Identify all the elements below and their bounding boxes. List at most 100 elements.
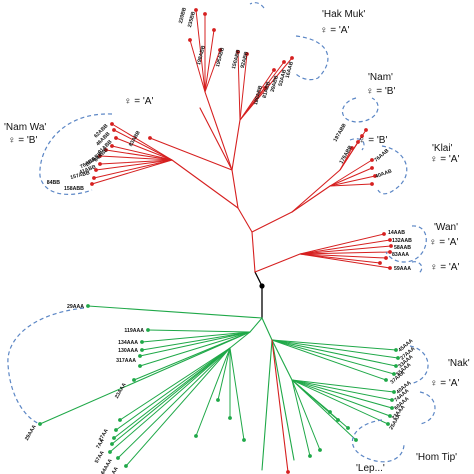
leaf-label: 16AAB [285, 61, 295, 79]
branch [229, 331, 251, 349]
branch [291, 379, 349, 429]
branch [291, 379, 391, 417]
leaf-label: 81ABB [262, 81, 272, 99]
group-nak: 'Nak' ♀ = 'A' [430, 358, 470, 389]
leaf-node [212, 28, 216, 32]
group-name: 'Nam Wa' [4, 122, 46, 133]
branch [147, 329, 251, 333]
leaf-label: 27AA [98, 428, 110, 443]
leaf-node [392, 390, 396, 394]
branch [204, 49, 221, 93]
group-name: 'Hom Tip' [416, 452, 457, 463]
leaf-node [370, 166, 374, 170]
branch [99, 155, 173, 161]
branch [271, 339, 387, 381]
group-bracket [411, 261, 423, 275]
group-nam: 'Nam' ♀ = 'B' [366, 72, 395, 97]
leaf-node [218, 48, 222, 52]
branch [291, 379, 393, 401]
branch [291, 379, 395, 393]
branch [329, 159, 373, 187]
branch [139, 331, 251, 357]
leaf-node [384, 378, 388, 382]
leaf-node [140, 348, 144, 352]
leaf-node [90, 182, 94, 186]
leaf-node [308, 454, 312, 458]
branch [39, 331, 251, 425]
group-bracket [249, 2, 265, 9]
branch [231, 119, 241, 171]
branch [125, 347, 231, 467]
branch [95, 159, 173, 171]
branch [261, 339, 273, 471]
leaf-node [382, 232, 386, 236]
group-name: 'Nak' [448, 358, 470, 369]
group-hom-tip: 'Hom Tip' [416, 452, 457, 463]
branch [329, 175, 376, 187]
branch [115, 137, 173, 161]
leaf-node [112, 436, 116, 440]
group-lep: 'Lep...' [356, 463, 385, 474]
leaf-node [194, 8, 198, 12]
branch [271, 339, 295, 461]
leaf-node [370, 182, 374, 186]
branch [195, 347, 231, 437]
group-mother: ♀ = 'A' [430, 154, 459, 165]
leaf-label: 29AAA [24, 424, 38, 442]
leaf-label: 198ABB [196, 45, 207, 66]
leaf-node [112, 128, 116, 132]
leaf-node [282, 60, 286, 64]
leaf-label: 157ABB [70, 170, 91, 181]
leaf-node [92, 176, 96, 180]
leaf-node [216, 398, 220, 402]
leaf-node [378, 261, 382, 265]
leaf-node [396, 356, 400, 360]
leaf-node [394, 364, 398, 368]
group-bracket [351, 419, 405, 463]
leaf-label: 84BB [47, 180, 61, 186]
branch [299, 233, 385, 255]
branch [299, 253, 381, 264]
branch [149, 137, 233, 171]
leaf-label: 197ABB [333, 123, 348, 143]
leaf-node [392, 372, 396, 376]
group-name: 'Wan' [434, 222, 458, 233]
leaf-node [194, 434, 198, 438]
branch [117, 347, 231, 459]
branch [291, 379, 321, 451]
branch [271, 339, 397, 367]
leaf-label: 119AAA [124, 328, 144, 334]
leaf-node [388, 414, 392, 418]
branch [119, 347, 231, 421]
leaf-label: 39ABB [270, 75, 280, 93]
leaf-label: 180ABB [253, 85, 264, 106]
branch [261, 317, 273, 341]
branch [271, 339, 399, 359]
leaf-label: 76AAB [373, 148, 390, 164]
leaf-label: 220BB [178, 7, 188, 24]
leaf-node [203, 12, 207, 16]
branch [239, 57, 293, 121]
branch [217, 347, 231, 401]
tree-branches [38, 8, 400, 474]
branch [339, 129, 367, 171]
group-unnamed-c: ♀ = 'A' [430, 262, 459, 273]
leaf-label: 40AAB [375, 168, 393, 180]
branch [111, 145, 173, 161]
branch [113, 129, 173, 161]
branch [239, 53, 248, 121]
leaf-node [228, 416, 232, 420]
branch [299, 253, 387, 259]
leaf-label: 24AAA [106, 466, 120, 474]
leaf-node [110, 442, 114, 446]
leaf-node [386, 422, 390, 426]
leaf-node [104, 148, 108, 152]
leaf-node [388, 238, 392, 242]
leaf-label: 317AAA [116, 358, 136, 364]
leaf-node [286, 470, 290, 474]
branch [229, 347, 245, 441]
branch [329, 183, 373, 187]
branch [237, 51, 241, 121]
branch [291, 169, 341, 213]
group-name: 'Nam' [368, 72, 393, 83]
